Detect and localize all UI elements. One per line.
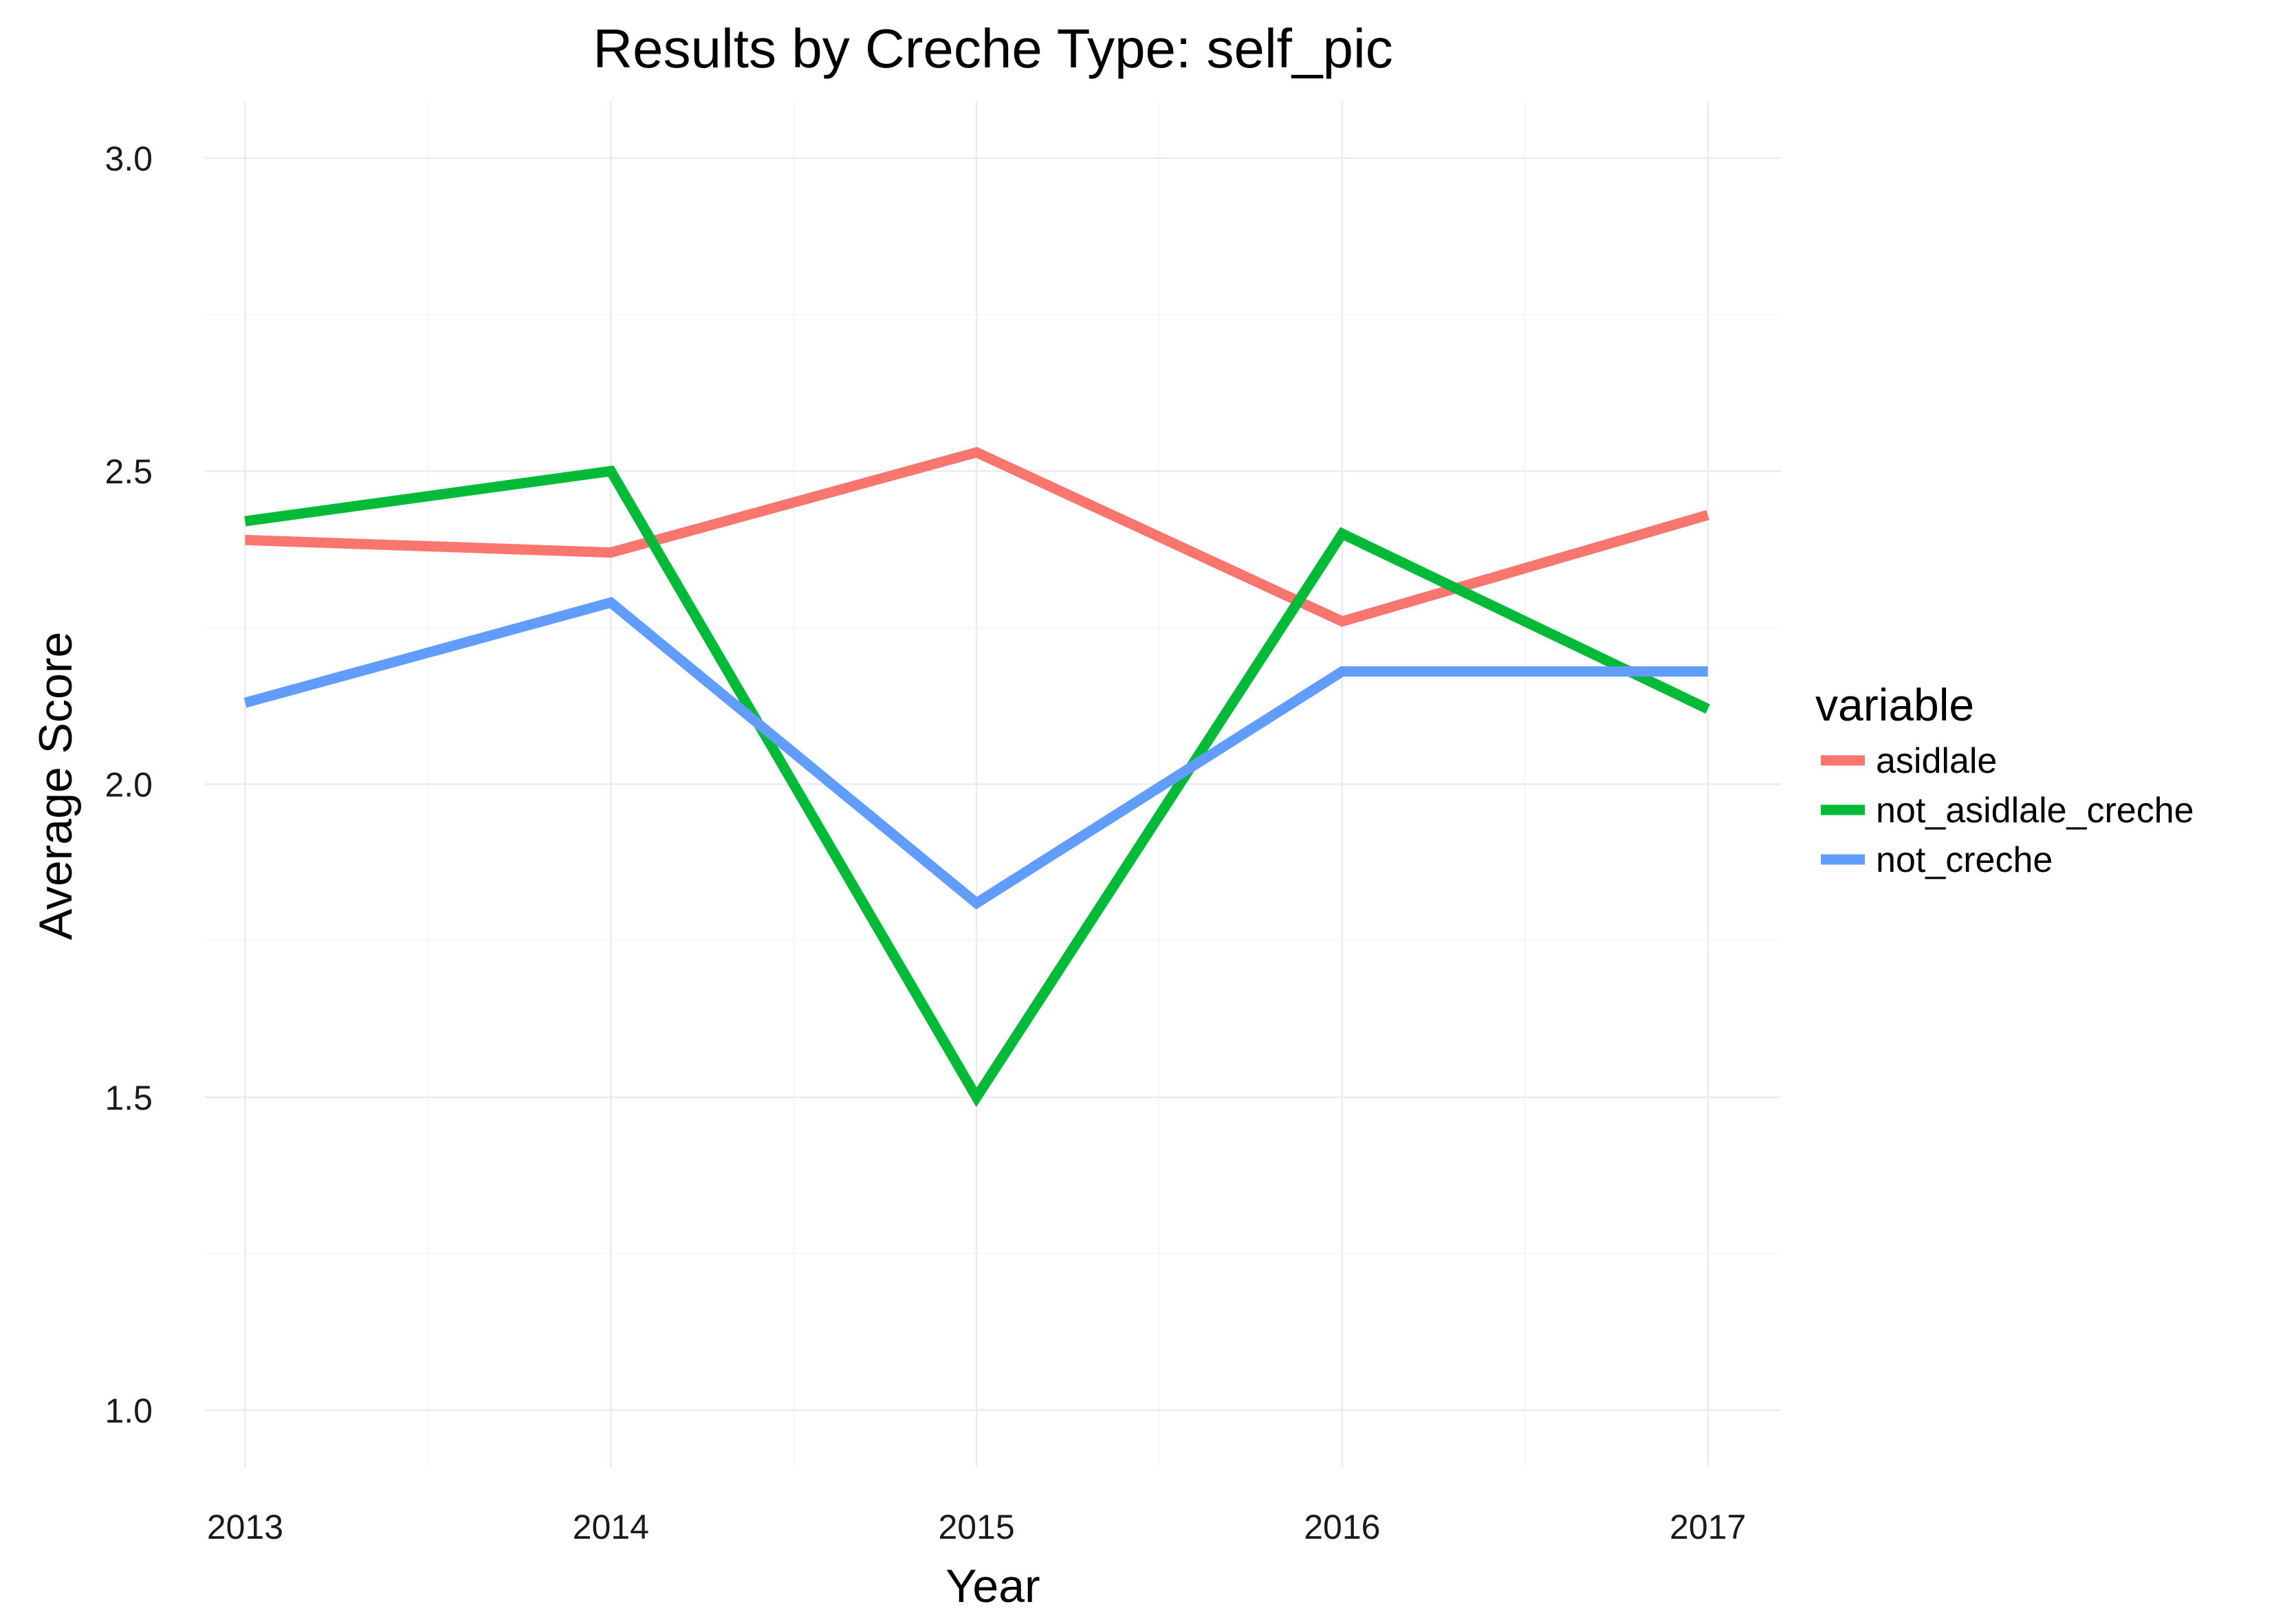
y-axis-title: Average Score — [30, 632, 82, 941]
series-line-not_creche — [243, 597, 1708, 910]
x-tick-label: 2014 — [573, 1508, 649, 1546]
y-tick-label: 1.5 — [105, 1079, 153, 1117]
series-line-asidlale — [245, 446, 1709, 627]
series-lines — [243, 446, 1710, 1108]
legend: variable asidlale not_asidlale_creche not_… — [1815, 679, 2194, 880]
y-tick-label: 3.0 — [105, 140, 153, 178]
x-axis-title: Year — [945, 1560, 1040, 1612]
chart-title: Results by Creche Type: self_pic — [593, 18, 1393, 79]
grid-lines — [205, 102, 1781, 1467]
x-axis-tick-labels: 2013 2014 2015 2016 2017 — [207, 1508, 1746, 1546]
y-tick-label: 2.0 — [105, 766, 153, 804]
legend-items: asidlale not_asidlale_creche not_creche — [1821, 741, 2194, 880]
y-tick-label: 1.0 — [105, 1392, 153, 1430]
legend-label-asidlale: asidlale — [1876, 741, 1997, 781]
legend-title: variable — [1815, 679, 1974, 730]
legend-label-not_creche: not_creche — [1876, 840, 2053, 880]
x-tick-label: 2015 — [938, 1508, 1014, 1546]
series-line-not_asidlale_creche — [244, 465, 1710, 1108]
x-tick-label: 2016 — [1304, 1508, 1380, 1546]
legend-label-not_asidlale_creche: not_asidlale_creche — [1876, 791, 2194, 831]
y-axis-tick-labels: 1.0 1.5 2.0 2.5 3.0 — [105, 140, 153, 1430]
x-tick-label: 2017 — [1670, 1508, 1746, 1546]
y-tick-label: 2.5 — [105, 452, 153, 491]
x-tick-label: 2013 — [207, 1508, 283, 1546]
